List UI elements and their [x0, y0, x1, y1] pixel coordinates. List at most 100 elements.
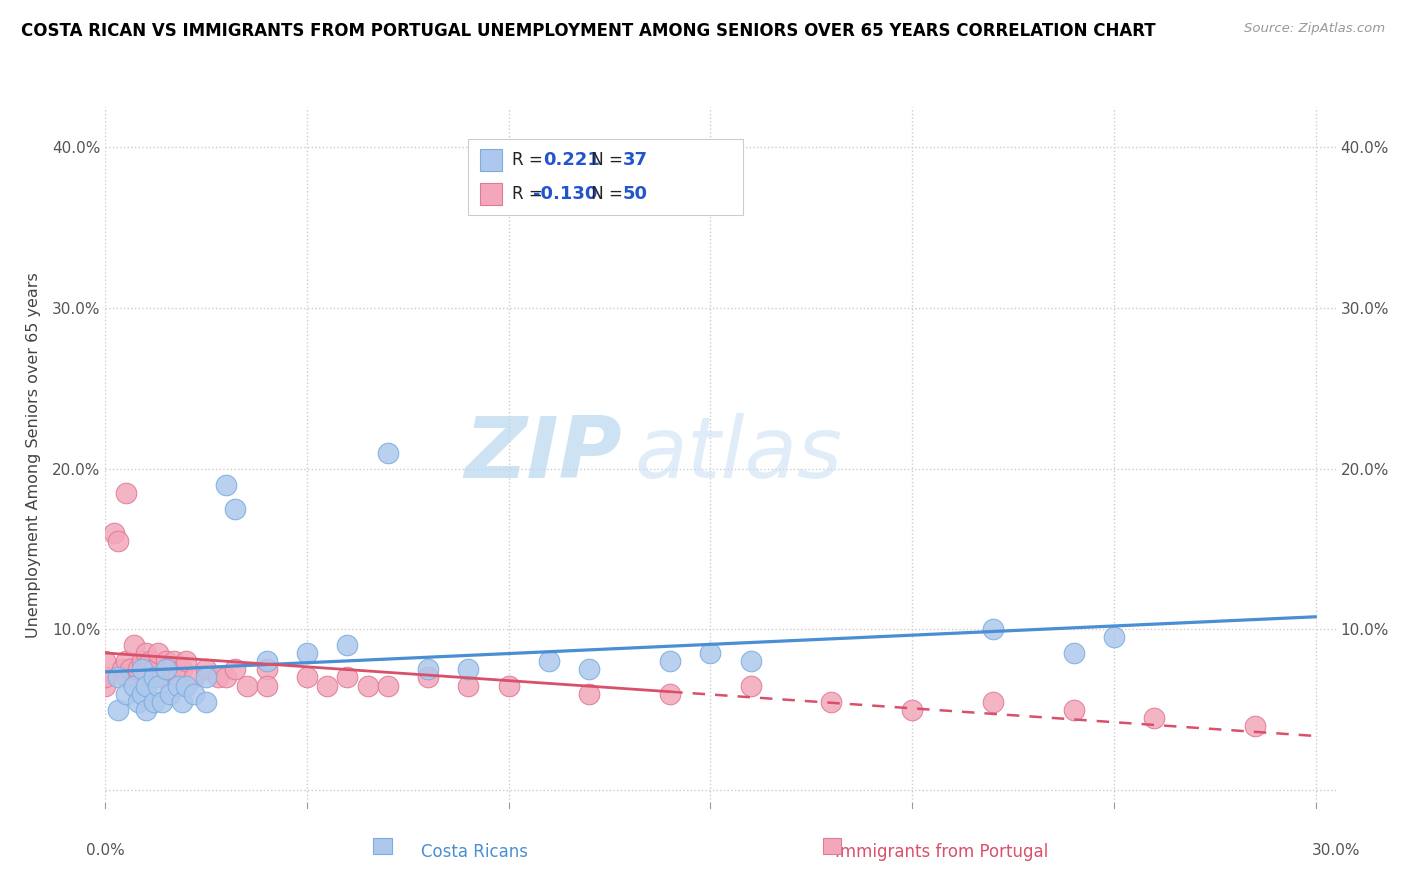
Point	[142, 662, 165, 676]
Point	[135, 703, 157, 717]
Point	[195, 662, 218, 676]
Text: Source: ZipAtlas.com: Source: ZipAtlas.com	[1244, 22, 1385, 36]
Point	[142, 670, 165, 684]
Point	[1063, 646, 1085, 660]
Point	[295, 646, 318, 660]
Point	[131, 687, 153, 701]
Point	[135, 646, 157, 660]
Point	[295, 670, 318, 684]
Point	[195, 695, 218, 709]
Point	[740, 654, 762, 668]
Point	[155, 662, 177, 676]
Point	[159, 662, 181, 676]
Point	[131, 662, 153, 676]
Point	[256, 662, 278, 676]
Point	[457, 678, 479, 692]
Text: Immigrants from Portugal: Immigrants from Portugal	[835, 843, 1049, 861]
Point	[183, 687, 205, 701]
Point	[114, 654, 136, 668]
Point	[94, 670, 117, 684]
Point	[122, 638, 145, 652]
Point	[107, 703, 129, 717]
Text: atlas: atlas	[634, 413, 842, 497]
Point	[316, 678, 339, 692]
Point	[172, 662, 194, 676]
Point	[146, 678, 169, 692]
Point	[114, 670, 136, 684]
Text: 37: 37	[623, 152, 648, 169]
Point	[215, 670, 238, 684]
Point	[659, 654, 682, 668]
Point	[356, 678, 378, 692]
Y-axis label: Unemployment Among Seniors over 65 years: Unemployment Among Seniors over 65 years	[25, 272, 41, 638]
Point	[103, 525, 125, 540]
Point	[1063, 703, 1085, 717]
Point	[142, 695, 165, 709]
Point	[1244, 719, 1267, 733]
Point	[215, 477, 238, 491]
Point	[578, 662, 600, 676]
Point	[94, 678, 117, 692]
Point	[94, 654, 117, 668]
Text: COSTA RICAN VS IMMIGRANTS FROM PORTUGAL UNEMPLOYMENT AMONG SENIORS OVER 65 YEARS: COSTA RICAN VS IMMIGRANTS FROM PORTUGAL …	[21, 22, 1156, 40]
Point	[578, 687, 600, 701]
Point	[146, 646, 169, 660]
Point	[127, 695, 149, 709]
Point	[122, 678, 145, 692]
Text: N =: N =	[586, 185, 628, 202]
Point	[172, 695, 194, 709]
Point	[150, 670, 173, 684]
Point	[336, 670, 359, 684]
Point	[256, 678, 278, 692]
Point	[740, 678, 762, 692]
Text: N =: N =	[586, 152, 628, 169]
Text: 0.0%: 0.0%	[86, 843, 125, 858]
Point	[224, 501, 246, 516]
Text: ZIP: ZIP	[464, 413, 621, 497]
Point	[820, 695, 842, 709]
Point	[981, 622, 1004, 636]
Point	[659, 687, 682, 701]
Text: -0.130: -0.130	[533, 185, 598, 202]
Point	[174, 654, 197, 668]
Point	[107, 670, 129, 684]
Point	[183, 670, 205, 684]
Point	[981, 695, 1004, 709]
Point	[118, 662, 141, 676]
Point	[418, 670, 440, 684]
Text: R =: R =	[512, 152, 548, 169]
Point	[207, 670, 229, 684]
Point	[1102, 630, 1125, 644]
Point	[418, 662, 440, 676]
Point	[110, 662, 132, 676]
Point	[131, 654, 153, 668]
Text: 0.221: 0.221	[543, 152, 600, 169]
Point	[538, 654, 561, 668]
Text: 50: 50	[623, 185, 648, 202]
Point	[901, 703, 924, 717]
Point	[114, 485, 136, 500]
Point	[135, 678, 157, 692]
Point	[127, 662, 149, 676]
Point	[195, 670, 218, 684]
Point	[699, 646, 721, 660]
Point	[377, 445, 399, 459]
Point	[167, 670, 190, 684]
Point	[159, 687, 181, 701]
Point	[377, 678, 399, 692]
Point	[256, 654, 278, 668]
Point	[107, 533, 129, 548]
Point	[224, 662, 246, 676]
Point	[498, 678, 520, 692]
Point	[1143, 711, 1166, 725]
Point	[235, 678, 257, 692]
Point	[155, 654, 177, 668]
Point	[114, 687, 136, 701]
Text: Costa Ricans: Costa Ricans	[420, 843, 529, 861]
Point	[336, 638, 359, 652]
Point	[167, 678, 190, 692]
Point	[163, 654, 186, 668]
Point	[150, 695, 173, 709]
Text: 30.0%: 30.0%	[1312, 843, 1360, 858]
Point	[457, 662, 479, 676]
